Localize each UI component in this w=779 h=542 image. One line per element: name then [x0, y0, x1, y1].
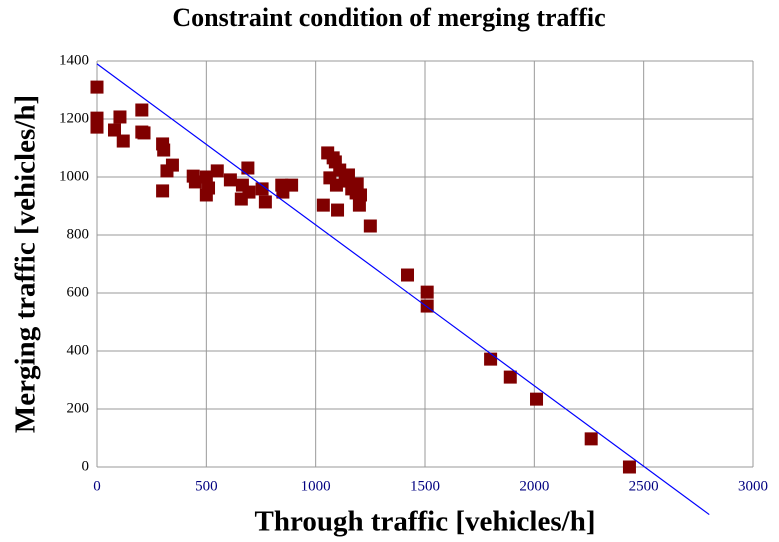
marker — [503, 370, 517, 384]
y-tick-label: 1400 — [59, 52, 89, 68]
marker — [156, 184, 170, 198]
marker — [350, 177, 364, 191]
marker — [484, 352, 498, 366]
y-tick-label: 800 — [67, 226, 90, 242]
marker — [622, 460, 636, 474]
marker — [316, 198, 330, 212]
marker — [113, 110, 127, 124]
y-tick-label: 0 — [82, 458, 90, 474]
y-tick-label: 200 — [67, 400, 90, 416]
marker — [137, 126, 151, 140]
x-axis-label: Through traffic [vehicles/h] — [255, 506, 596, 538]
marker — [352, 198, 366, 212]
x-tick-label: 2000 — [519, 478, 549, 494]
x-tick-label: 1500 — [410, 478, 440, 494]
marker — [135, 103, 149, 117]
marker — [420, 285, 434, 299]
marker — [255, 182, 269, 196]
marker — [530, 392, 544, 406]
marker — [202, 181, 216, 195]
marker — [353, 188, 367, 202]
x-tick-label: 1000 — [301, 478, 331, 494]
marker — [331, 203, 345, 217]
x-tick-label: 2500 — [629, 478, 659, 494]
marker — [363, 219, 377, 233]
marker — [107, 123, 121, 137]
y-axis-label: Merging traffic [vehicles/h] — [10, 95, 42, 433]
marker — [285, 178, 299, 192]
marker — [165, 158, 179, 172]
trend-line — [96, 63, 710, 516]
marker — [90, 120, 104, 134]
marker — [90, 80, 104, 94]
marker — [116, 134, 130, 148]
marker — [401, 268, 415, 282]
y-tick-label: 1200 — [59, 110, 89, 126]
x-tick-label: 500 — [195, 478, 218, 494]
marker — [210, 164, 224, 178]
marker — [199, 170, 213, 184]
y-tick-label: 1000 — [59, 168, 89, 184]
marker — [584, 432, 598, 446]
x-tick-label: 3000 — [738, 478, 768, 494]
marker — [242, 185, 256, 199]
y-tick-label: 600 — [67, 284, 90, 300]
marker — [188, 175, 202, 189]
chart-title: Constraint condition of merging traffic — [172, 3, 605, 32]
marker — [258, 195, 272, 209]
y-tick-label: 400 — [67, 342, 90, 358]
x-tick-label: 0 — [93, 478, 101, 494]
marker — [157, 143, 171, 157]
marker — [241, 161, 255, 175]
marker — [223, 173, 237, 187]
